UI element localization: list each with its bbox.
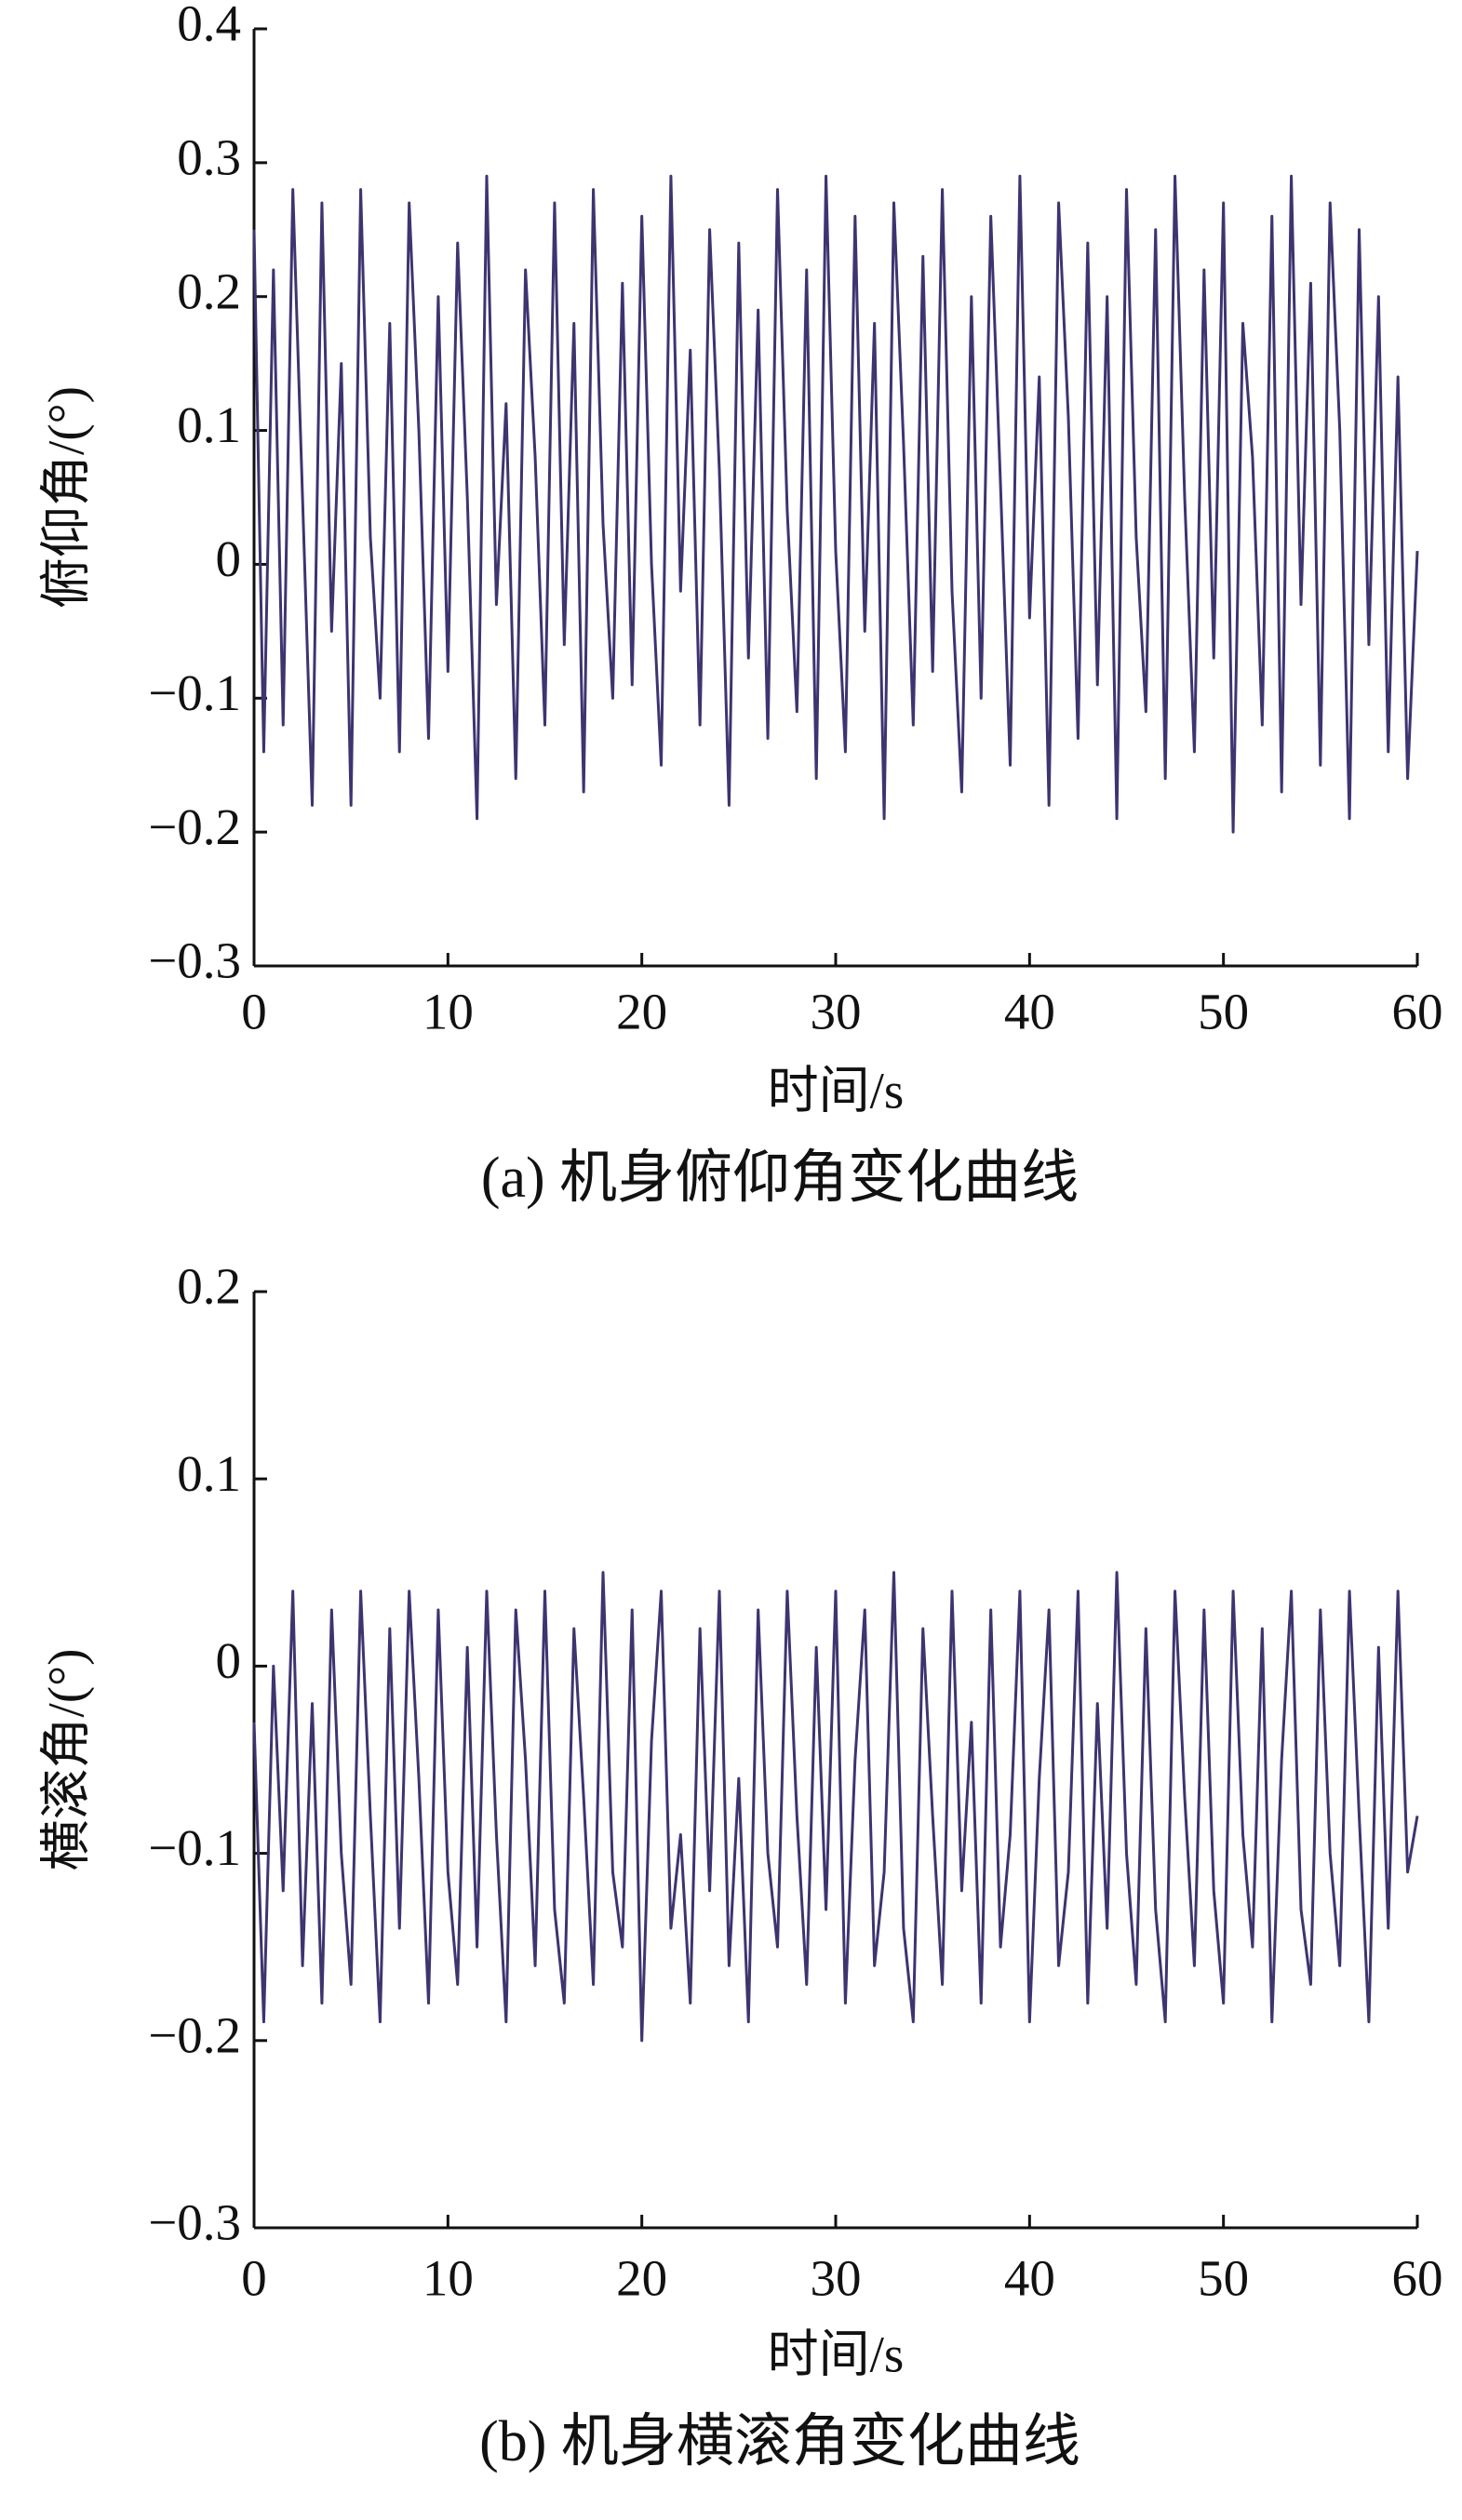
y-tick-label: 0 — [216, 1632, 242, 1689]
y-tick-label: 0.4 — [177, 0, 241, 52]
y-tick-label: −0.3 — [148, 932, 241, 989]
x-tick-label: 50 — [1198, 984, 1249, 1040]
y-tick-label: 0.1 — [177, 396, 241, 453]
y-tick-label: 0 — [216, 530, 242, 587]
x-tick-label: 30 — [811, 2250, 862, 2307]
x-tick-label: 0 — [241, 2250, 267, 2307]
x-axis-label: 时间/s — [768, 2326, 905, 2383]
y-tick-label: −0.1 — [148, 664, 241, 721]
y-tick-label: −0.3 — [148, 2194, 241, 2251]
x-tick-label: 10 — [423, 2250, 474, 2307]
y-axis-label: 横滚角/(°) — [38, 1649, 95, 1871]
x-tick-label: 60 — [1392, 984, 1443, 1040]
y-tick-label: 0.2 — [177, 262, 241, 319]
x-tick-label: 20 — [616, 984, 667, 1040]
y-tick-label: −0.1 — [148, 1819, 241, 1876]
y-tick-label: −0.2 — [148, 2006, 241, 2063]
x-axis-label: 时间/s — [768, 1063, 905, 1119]
caption: (a) 机身俯仰角变化曲线 — [481, 1146, 1079, 1210]
x-tick-label: 40 — [1004, 984, 1055, 1040]
data-line — [252, 1571, 1419, 2043]
x-tick-label: 10 — [423, 984, 474, 1040]
y-axis-label: 俯仰角/(°) — [38, 386, 95, 609]
data-line — [252, 174, 1419, 834]
y-tick-label: 0.1 — [177, 1445, 241, 1502]
x-tick-label: 30 — [811, 984, 862, 1040]
x-tick-label: 20 — [616, 2250, 667, 2307]
x-tick-label: 0 — [241, 984, 267, 1040]
y-tick-label: 0.2 — [177, 1258, 241, 1315]
caption: (b) 机身横滚角变化曲线 — [479, 2410, 1080, 2473]
x-tick-label: 40 — [1004, 2250, 1055, 2307]
x-tick-label: 50 — [1198, 2250, 1249, 2307]
y-tick-label: −0.2 — [148, 798, 241, 855]
x-tick-label: 60 — [1392, 2250, 1443, 2307]
y-tick-label: 0.3 — [177, 128, 241, 185]
